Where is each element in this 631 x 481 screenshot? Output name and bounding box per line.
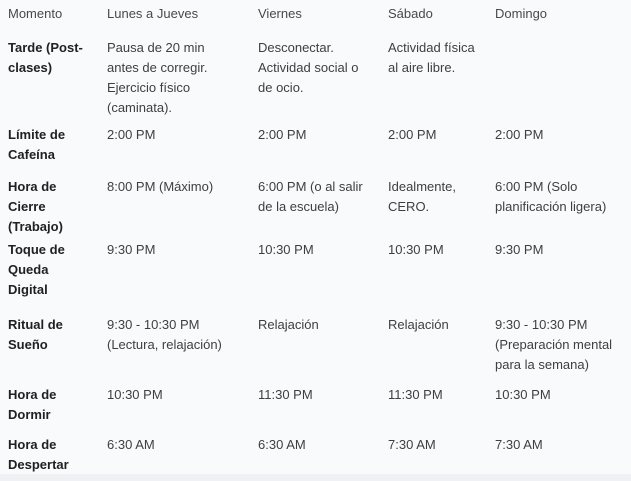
table-cell: 7:30 AM xyxy=(388,437,436,452)
table-cell: 9:30 - 10:30 PM (Preparación mental para… xyxy=(495,317,613,372)
row-label: Hora de Cierre (Trabajo) xyxy=(8,179,63,234)
table-row: Tarde (Post-clases) Pausa de 20 min antes… xyxy=(8,38,631,118)
row-label: Hora de Dormir xyxy=(8,387,57,422)
table-row: Hora de Dormir 10:30 PM 11:30 PM 11:30 PM 10… xyxy=(8,385,631,425)
row-label: Límite de Cafeína xyxy=(8,127,66,162)
table-cell: 9:30 PM xyxy=(495,242,544,257)
table-cell: 11:30 PM xyxy=(388,387,443,402)
table-cell: Relajación xyxy=(388,317,449,332)
row-label: Ritual de Sueño xyxy=(8,317,63,352)
row-label: Tarde (Post-clases) xyxy=(8,40,83,75)
table-cell: 2:00 PM xyxy=(258,127,307,142)
table-cell: 10:30 PM xyxy=(107,387,163,402)
table-cell: 6:30 AM xyxy=(107,437,155,452)
table-cell: 7:30 AM xyxy=(495,437,543,452)
bottom-shadow xyxy=(0,474,631,481)
table-cell: 2:00 PM xyxy=(107,127,156,142)
table-cell: 2:00 PM xyxy=(388,127,437,142)
table-row: Límite de Cafeína 2:00 PM 2:00 PM 2:00 PM 2:… xyxy=(8,125,631,165)
column-header: Momento xyxy=(8,6,63,21)
column-header: Viernes xyxy=(258,6,302,21)
table-row: Toque de Queda Digital 9:30 PM 10:30 PM 10:… xyxy=(8,240,631,300)
table-cell: Actividad física al aire libre. xyxy=(388,40,475,75)
table-row: Ritual de Sueño 9:30 - 10:30 PM (Lectura,… xyxy=(8,315,631,375)
table-cell: 10:30 PM xyxy=(258,242,314,257)
table-cell: 10:30 PM xyxy=(388,242,444,257)
table-cell: 10:30 PM xyxy=(495,387,551,402)
column-header: Lunes a Jueves xyxy=(107,6,199,21)
row-label: Hora de Despertar xyxy=(8,437,69,472)
table-cell: Relajación xyxy=(258,317,319,332)
column-header: Domingo xyxy=(495,6,548,21)
table-cell: 9:30 PM xyxy=(107,242,156,257)
table-row: Hora de Despertar 6:30 AM 6:30 AM 7:30 AM 7:… xyxy=(8,435,631,475)
table-header-row: Momento Lunes a Jueves Viernes Sábado Doming… xyxy=(8,4,631,24)
table-cell: 11:30 PM xyxy=(258,387,313,402)
table-cell: 8:00 PM (Máximo) xyxy=(107,179,214,194)
table-cell: Desconectar. Actividad social o de ocio. xyxy=(258,40,359,95)
table-cell: 2:00 PM xyxy=(495,127,544,142)
table-cell: Idealmente, CERO. xyxy=(388,179,456,214)
table-cell: 6:00 PM (o al salir de la escuela) xyxy=(258,179,363,214)
table-cell: 6:00 PM (Solo planificación ligera) xyxy=(495,179,607,214)
table-row: Hora de Cierre (Trabajo) 8:00 PM (Máximo)… xyxy=(8,177,631,237)
row-label: Toque de Queda Digital xyxy=(8,242,65,297)
column-header: Sábado xyxy=(388,6,433,21)
table-cell: Pausa de 20 min antes de corregir. Ejerc… xyxy=(107,40,208,115)
table-cell: 6:30 AM xyxy=(258,437,306,452)
table-cell: 9:30 - 10:30 PM (Lectura, relajación) xyxy=(107,317,222,352)
